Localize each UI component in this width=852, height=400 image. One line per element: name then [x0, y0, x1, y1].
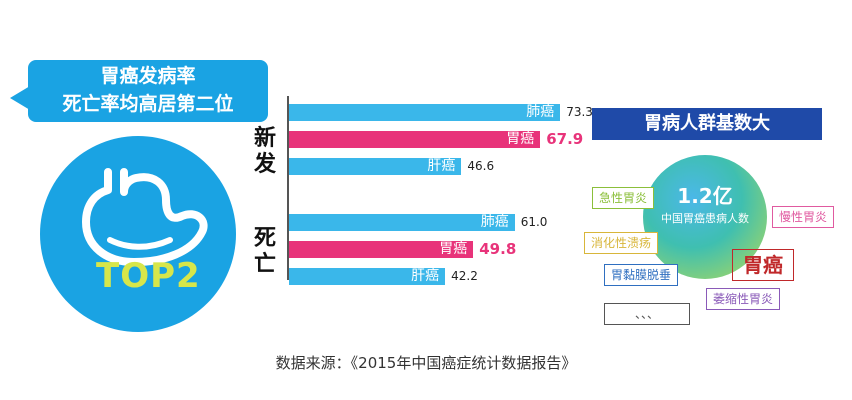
bar-value-0-1: 67.9	[546, 130, 584, 148]
tag-acute-gastritis: 急性胃炎	[592, 187, 655, 209]
top2-badge: TOP2	[96, 256, 201, 296]
bar-value-0-2: 46.6	[467, 159, 495, 173]
bar-value-1-0: 61.0	[520, 215, 548, 229]
tag-peptic-ulcer: 消化性溃疡	[584, 232, 659, 254]
headline-line1: 胃癌发病率	[100, 65, 196, 87]
patients-value: 1.2亿	[677, 184, 733, 208]
bar-1-2	[289, 268, 446, 285]
bar-0-0	[289, 104, 561, 121]
headline-text: 胃癌发病率 死亡率均高居第二位	[28, 62, 268, 118]
tag-gastric-cancer: 胃癌	[732, 249, 794, 281]
bar-0-1	[289, 131, 541, 148]
headline-bubble	[28, 60, 268, 122]
bar-1-1	[289, 241, 474, 258]
group-label-death: 死亡	[253, 226, 276, 277]
bar-1-0	[289, 214, 515, 231]
data-source: 数据来源：《2015年中国癌症统计数据报告》	[275, 354, 577, 372]
bar-label-1-0: 肺癌	[480, 214, 509, 230]
chart-axis	[287, 96, 289, 280]
bar-value-0-0: 73.3	[566, 105, 593, 119]
tag-mucosal-prolapse: 胃黏膜脱垂	[604, 264, 679, 286]
bar-0-2	[289, 158, 462, 175]
bar-label-1-2: 肝癌	[411, 268, 440, 284]
bar-value-1-2: 42.2	[451, 269, 478, 283]
bubble-tail	[10, 86, 30, 110]
bar-label-0-1: 胃癌	[506, 131, 535, 147]
stomach-icon	[82, 168, 208, 266]
bar-value-1-1: 49.8	[479, 240, 517, 258]
patients-caption: 中国胃癌患病人数	[661, 212, 749, 225]
crowd-title: 胃病人群基数大	[592, 108, 822, 140]
tag-chronic-gastritis: 慢性胃炎	[772, 206, 835, 228]
tag-etc: 、、、	[604, 303, 690, 325]
tag-atrophic-gastritis: 萎缩性胃炎	[706, 288, 781, 310]
group-label-new: 新发	[253, 126, 276, 177]
patients-circle	[643, 155, 767, 279]
headline-line2: 死亡率均高居第二位	[62, 93, 234, 115]
bar-label-1-1: 胃癌	[439, 241, 468, 257]
bar-label-0-2: 肝癌	[427, 158, 456, 174]
bar-label-0-0: 肺癌	[526, 104, 555, 120]
